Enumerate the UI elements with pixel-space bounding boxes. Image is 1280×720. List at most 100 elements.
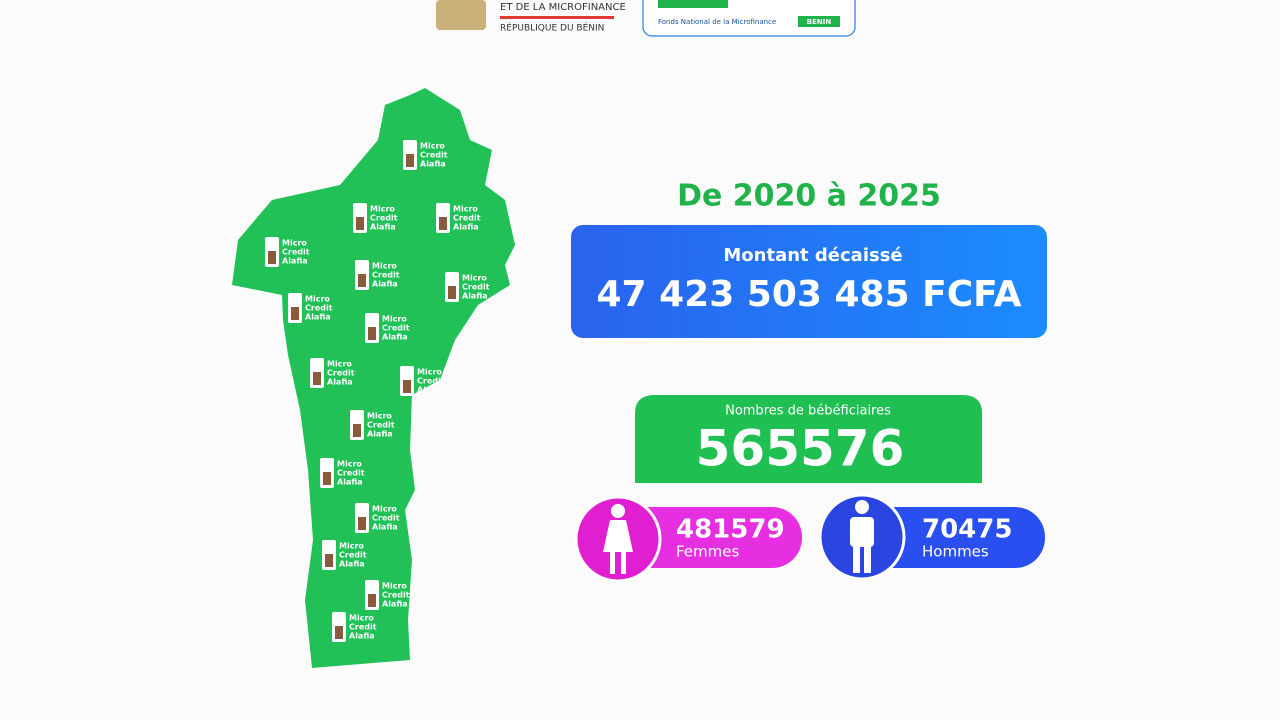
badge-text: Alafia (367, 430, 393, 439)
fund-country-bg (798, 16, 840, 27)
badge-phone (356, 217, 364, 230)
ministry-line: ET DE LA MICROFINANCE (500, 2, 626, 13)
flag-stripe (500, 16, 614, 19)
badge-text: Credit (372, 271, 400, 280)
badge-text: Micro (349, 614, 374, 623)
badge-text: Micro (305, 295, 330, 304)
badge-phone (448, 286, 456, 299)
badge-text: Credit (339, 551, 367, 560)
badge-phone (439, 217, 447, 230)
badge-text: Micro (417, 368, 442, 377)
badge-text: Micro (370, 205, 395, 214)
ministry-logo: ET DE LA MICROFINANCE RÉPUBLIQUE DU BÉNI… (436, 0, 626, 34)
badge-text: Credit (327, 369, 355, 378)
badge-text: Alafia (349, 632, 375, 641)
badge-text: Micro (282, 239, 307, 248)
badge-text: Micro (327, 360, 352, 369)
badge-text: Credit (453, 214, 481, 223)
badge-text: Alafia (339, 560, 365, 569)
fund-name: Fonds National de la Microfinance (658, 18, 776, 26)
badge-text: Micro (372, 262, 397, 271)
badge-text: Credit (417, 377, 445, 386)
badge-text: Credit (462, 283, 490, 292)
women-value: 481579 (676, 515, 785, 545)
coat-of-arms (436, 0, 486, 30)
men-value: 70475 (922, 515, 1012, 545)
badge-text: Alafia (417, 386, 443, 395)
badge-text: Micro (420, 142, 445, 151)
beneficiaries-box (635, 395, 982, 483)
badge-text: Alafia (282, 257, 308, 266)
badge-text: Micro (372, 505, 397, 514)
badge-text: Micro (382, 582, 407, 591)
badge-text: Micro (453, 205, 478, 214)
badge-phone (368, 594, 376, 607)
badge-text: Credit (337, 469, 365, 478)
badge-text: Credit (420, 151, 448, 160)
beneficiaries-value: 565576 (696, 420, 905, 478)
country: RÉPUBLIQUE DU BÉNIN (500, 22, 604, 34)
badge-text: Alafia (327, 378, 353, 387)
badge-phone (291, 307, 299, 320)
amount-label: Montant décaissé (723, 245, 902, 266)
badge-text: Credit (305, 304, 333, 313)
badge-phone (358, 517, 366, 530)
badge-text: Alafia (372, 280, 398, 289)
badge-text: Credit (382, 591, 410, 600)
badge-text: Alafia (372, 523, 398, 532)
badge-phone (353, 424, 361, 437)
fnm-letters (658, 0, 728, 8)
badge-text: Alafia (382, 600, 408, 609)
badge-phone (368, 327, 376, 340)
badge-text: Alafia (337, 478, 363, 487)
amount-box (571, 225, 1047, 338)
badge-text: Micro (462, 274, 487, 283)
badge-text: Credit (282, 248, 310, 257)
men-label: Hommes (922, 543, 989, 561)
badges: MicroCreditAlafiaMicroCreditAlafiaMicroC… (265, 140, 490, 642)
beneficiaries-label: Nombres de bébéficiaires (725, 404, 891, 419)
badge-text: Micro (367, 412, 392, 421)
period: De 2020 à 2025 (677, 179, 941, 214)
badge-text: Credit (367, 421, 395, 430)
badge-phone (268, 251, 276, 264)
women-icon (603, 504, 633, 574)
badge-text: Alafia (382, 333, 408, 342)
women-label: Femmes (676, 543, 739, 561)
badge-phone (358, 274, 366, 287)
badge-text: Micro (382, 315, 407, 324)
badge-text: Micro (339, 542, 364, 551)
badge-text: Alafia (305, 313, 331, 322)
badge-phone (325, 554, 333, 567)
badge-text: Credit (382, 324, 410, 333)
badge-text: Alafia (420, 160, 446, 169)
badge-text: Micro (337, 460, 362, 469)
fnm-logo: Fonds National de la Microfinance BENIN (642, 0, 856, 37)
badge-text: Credit (372, 514, 400, 523)
badge-text: Alafia (462, 292, 488, 301)
badge-phone (335, 626, 343, 639)
badge-phone (403, 380, 411, 393)
badge-text: Alafia (370, 223, 396, 232)
badge-phone (313, 372, 321, 385)
badge-phone (406, 154, 414, 167)
amount-value: 47 423 503 485 FCFA (596, 274, 1021, 315)
badge-text: Credit (349, 623, 377, 632)
badge-phone (323, 472, 331, 485)
